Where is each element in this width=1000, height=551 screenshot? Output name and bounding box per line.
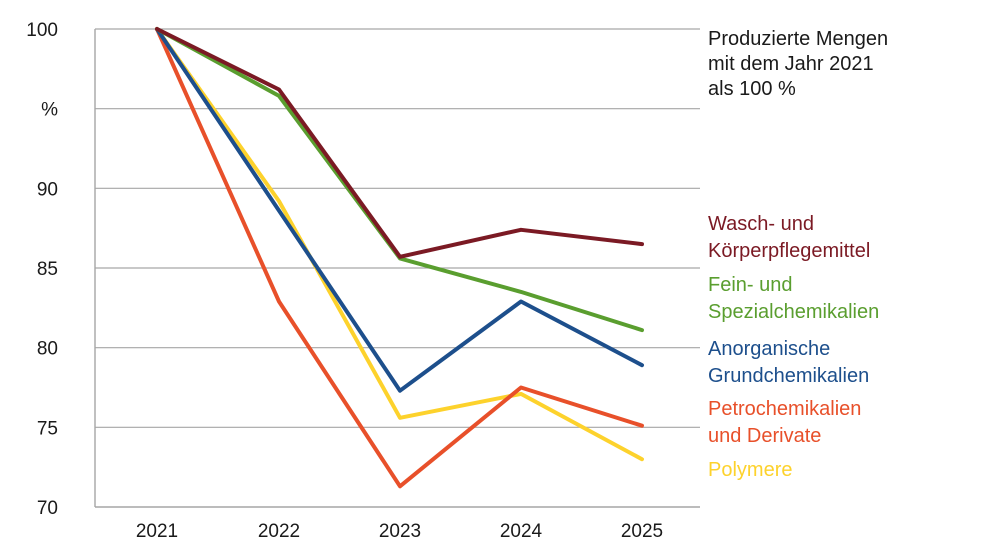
legend-label-petro: Petrochemikalien und Derivate (708, 396, 861, 450)
y-axis: 100% 90 85 80 75 70 (26, 20, 96, 519)
chart-annotation: Produzierte Mengen mit dem Jahr 2021 als… (708, 27, 888, 102)
y-tick-label: 85 (37, 259, 58, 280)
annotation-line-2: mit dem Jahr 2021 (708, 53, 874, 75)
legend-label-line: Petrochemikalien (708, 398, 862, 420)
annotation-line-3: als 100 % (708, 78, 796, 100)
gridlines (95, 28, 700, 428)
series-lines (155, 27, 644, 489)
legend-label-fein: Fein- und Spezialchemikalien (708, 272, 879, 326)
x-tick-label: 2021 (136, 521, 178, 542)
legend-label-line: und Derivate (708, 425, 822, 447)
y-tick-label: 75 (37, 418, 58, 439)
x-tick-label: 2022 (258, 521, 300, 542)
x-tick-label: 2024 (500, 521, 543, 542)
legend-label-line: Polymere (708, 459, 793, 481)
legend-label-line: Anorganische (708, 338, 831, 360)
annotation-line-1: Produzierte Mengen (708, 28, 889, 50)
legend-label-anorganisch: Anorganische Grundchemikalien (708, 336, 869, 390)
series-line (155, 27, 644, 333)
x-tick-label: 2025 (621, 521, 663, 542)
y-tick-label: 90 (37, 179, 58, 200)
series-line (155, 27, 644, 489)
y-tick-label: 80 (37, 339, 58, 360)
legend-label-line: Wasch- und (708, 213, 814, 235)
legend-label-line: Grundchemikalien (708, 365, 870, 387)
y-tick-label: 100 (26, 20, 58, 41)
series-line (155, 27, 644, 393)
legend-label-line: Spezialchemikalien (708, 301, 880, 323)
x-axis: 2021 2022 2023 2024 2025 (95, 506, 700, 542)
y-tick-label: 70 (37, 498, 58, 519)
legend-label-wasch: Wasch- und Körperpflegemittel (708, 211, 870, 265)
series-line (155, 27, 644, 462)
series-line (155, 27, 644, 259)
y-tick-label: % (41, 100, 58, 121)
legend-label-polymere: Polymere (708, 457, 792, 484)
legend-label-line: Körperpflegemittel (708, 240, 871, 262)
legend-label-line: Fein- und (708, 274, 793, 296)
x-tick-label: 2023 (379, 521, 421, 542)
